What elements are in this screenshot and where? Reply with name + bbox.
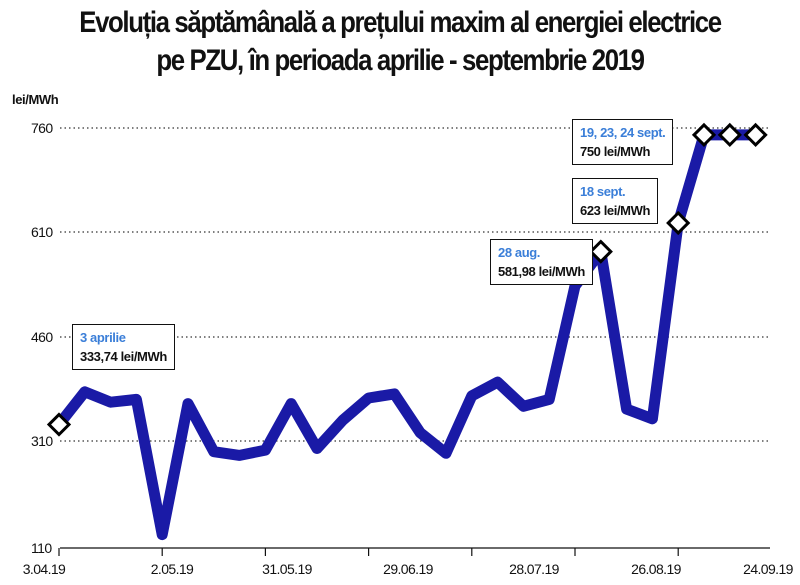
point-marker (666, 210, 691, 236)
annotation-date: 19, 23, 24 sept. (580, 125, 666, 140)
y-tick-label: 110 (31, 540, 52, 556)
y-tick-labels: 110 310 460 610 760 (31, 120, 54, 556)
x-tick-label: 29.06.19 (383, 561, 434, 577)
x-tick-label: 24.09.19 (743, 561, 794, 577)
chart-title-line-2: pe PZU, în perioada aprilie - septembrie… (156, 44, 645, 77)
point-marker (588, 239, 613, 264)
point-marker (743, 122, 768, 148)
y-tick-label: 310 (31, 433, 53, 449)
annotation-value: 581,98 lei/MWh (498, 264, 585, 279)
annotation-value: 750 lei/MWh (580, 144, 651, 159)
point-marker (691, 122, 717, 148)
x-tick-label: 3.04.19 (23, 561, 66, 577)
y-tick-label: 460 (31, 329, 53, 345)
annotation-box-sept-19-24: 19, 23, 24 sept. 750 lei/MWh (572, 119, 674, 165)
annotation-box-sept-18: 18 sept. 623 lei/MWh (572, 178, 659, 224)
x-axis (58, 547, 770, 556)
point-marker (46, 412, 72, 437)
chart-title-line-1: Evoluția săptămânală a prețului maxim al… (79, 6, 722, 39)
x-tick-label: 2.05.19 (151, 561, 194, 577)
chart-title: Evoluția săptămânală a prețului maxim al… (56, 4, 744, 80)
annotation-box-aug: 28 aug. 581,98 lei/MWh (490, 239, 593, 285)
y-tick-label: 610 (31, 224, 53, 240)
y-axis-label: lei/MWh (12, 92, 59, 107)
annotation-date: 28 aug. (498, 245, 540, 260)
point-markers (46, 122, 768, 437)
series-line (53, 129, 762, 541)
annotation-box-april: 3 aprilie 333,74 lei/MWh (72, 324, 175, 370)
x-tick-label: 28.07.19 (509, 561, 560, 577)
annotation-date: 18 sept. (580, 184, 626, 199)
point-marker (717, 122, 742, 148)
x-tick-label: 31.05.19 (262, 561, 313, 577)
x-tick-label: 26.08.19 (631, 561, 682, 577)
y-tick-label: 760 (31, 120, 53, 136)
annotation-date: 3 aprilie (80, 330, 126, 345)
gridlines (60, 127, 770, 442)
annotation-value: 623 lei/MWh (580, 203, 651, 218)
series-line-layer (53, 129, 762, 541)
x-tick-labels: 3.04.19 2.05.19 31.05.19 29.06.19 28.07.19 26… (23, 561, 795, 577)
annotation-value: 333,74 lei/MWh (80, 349, 167, 364)
